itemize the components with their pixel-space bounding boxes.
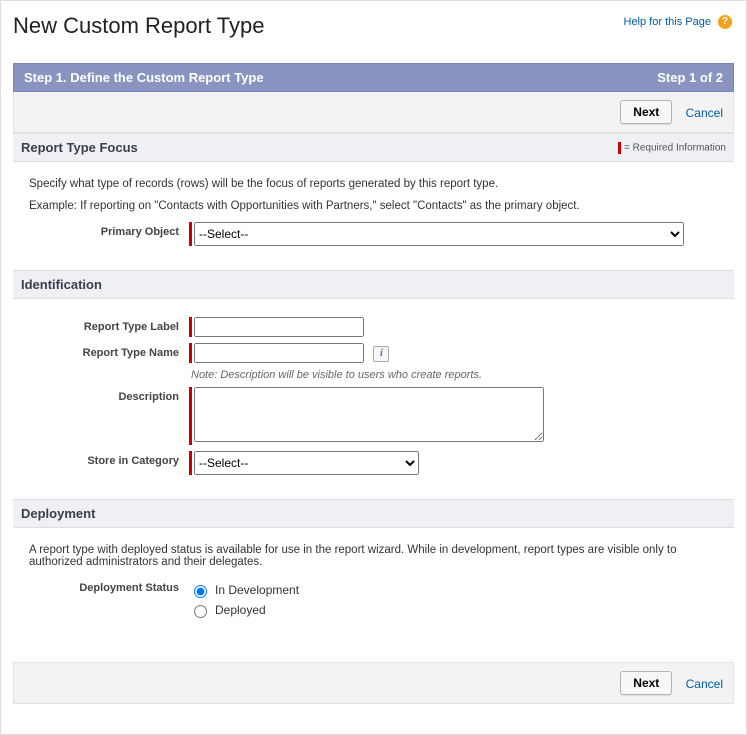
section-title-identification: Identification — [21, 277, 102, 292]
toolbar-top: Next Cancel — [13, 92, 734, 133]
report-type-label-input[interactable] — [194, 317, 364, 337]
deployment-para: A report type with deployed status is av… — [29, 544, 718, 568]
primary-object-select[interactable]: --Select-- — [194, 222, 684, 246]
description-label: Description — [29, 387, 189, 403]
required-legend: = Required Information — [618, 142, 726, 154]
report-type-name-label: Report Type Name — [29, 343, 189, 359]
help-link[interactable]: Help for this Page — [624, 16, 711, 28]
toolbar-bottom: Next Cancel — [13, 662, 734, 704]
cancel-link-top[interactable]: Cancel — [686, 106, 723, 120]
step-bar-right: Step 1 of 2 — [657, 70, 723, 85]
section-body-deployment: A report type with deployed status is av… — [13, 528, 734, 646]
focus-para-2: Example: If reporting on "Contacts with … — [29, 200, 718, 212]
deployment-radio-in-development[interactable] — [194, 585, 207, 598]
section-header-identification: Identification — [13, 270, 734, 299]
deployment-radio-deployed[interactable] — [194, 605, 207, 618]
section-body-identification: Report Type Label Report Type Name i Not… — [13, 299, 734, 499]
required-legend-text: = Required Information — [624, 142, 726, 153]
description-textarea[interactable] — [194, 387, 544, 442]
step-bar-left: Step 1. Define the Custom Report Type — [24, 70, 264, 85]
primary-object-label: Primary Object — [29, 222, 189, 238]
focus-para-1: Specify what type of records (rows) will… — [29, 178, 718, 190]
description-note: Note: Description will be visible to use… — [191, 369, 718, 381]
required-bar-icon — [618, 142, 621, 154]
cancel-link-bottom[interactable]: Cancel — [686, 677, 723, 691]
report-type-label-label: Report Type Label — [29, 317, 189, 333]
help-link-container: Help for this Page ? — [624, 15, 733, 29]
section-header-deployment: Deployment — [13, 499, 734, 528]
section-title-focus: Report Type Focus — [21, 140, 138, 155]
section-body-focus: Specify what type of records (rows) will… — [13, 162, 734, 270]
page-container: Help for this Page ? New Custom Report T… — [0, 0, 747, 735]
deployment-status-label: Deployment Status — [29, 578, 189, 594]
section-header-focus: Report Type Focus = Required Information — [13, 133, 734, 162]
deployment-option-2-label[interactable]: Deployed — [215, 603, 266, 617]
store-category-select[interactable]: --Select-- — [194, 451, 419, 475]
step-bar: Step 1. Define the Custom Report Type St… — [13, 63, 734, 92]
info-icon[interactable]: i — [373, 346, 389, 362]
section-title-deployment: Deployment — [21, 506, 95, 521]
store-category-label: Store in Category — [29, 451, 189, 467]
help-icon[interactable]: ? — [718, 15, 732, 29]
next-button-bottom[interactable]: Next — [620, 671, 672, 695]
deployment-option-1-label[interactable]: In Development — [215, 583, 299, 597]
next-button-top[interactable]: Next — [620, 100, 672, 124]
report-type-name-input[interactable] — [194, 343, 364, 363]
